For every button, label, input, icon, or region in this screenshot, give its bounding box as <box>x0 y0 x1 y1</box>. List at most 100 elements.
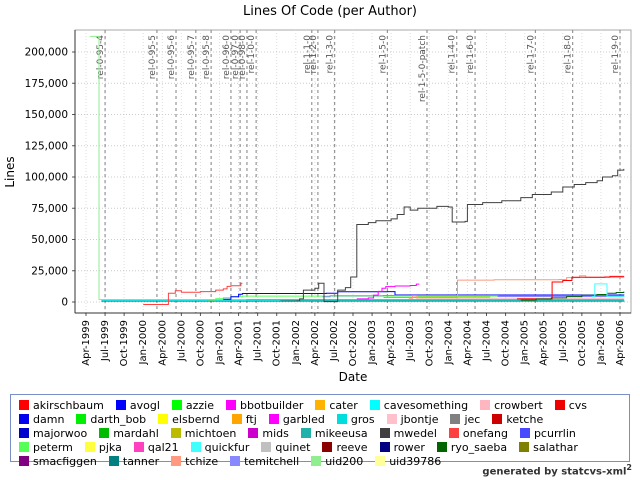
series-akirschbaum <box>517 275 625 300</box>
legend-item-quickfur: quickfur <box>190 440 249 454</box>
generator-credit-text: generated by statcvs-xml <box>482 466 627 478</box>
legend-swatch-icon <box>133 442 144 452</box>
legend-swatch-icon <box>369 400 380 410</box>
legend-author-name: quinet <box>275 440 311 454</box>
x-tick-label: Apr-2000 <box>157 320 168 366</box>
legend-item-akirschbaum: akirschbaum <box>19 398 104 412</box>
legend-item-bbotbuilder: bbotbuilder <box>226 398 303 412</box>
legend-swatch-icon <box>171 456 182 466</box>
legend-swatch-icon <box>170 428 181 438</box>
x-tick-label: Apr-2004 <box>462 320 473 366</box>
legend-item-uid39786: uid39786 <box>375 454 441 468</box>
legend-item-peterm: peterm <box>19 440 73 454</box>
x-tick-label: Oct-2003 <box>424 320 435 366</box>
legend-author-name: qal21 <box>147 440 179 454</box>
legend-swatch-icon <box>448 428 459 438</box>
legend-item-garbled: garbled <box>268 412 325 426</box>
y-tick-label: 75,000 <box>31 203 68 215</box>
legend-item-salathar: salathar <box>519 440 578 454</box>
legend-author-name: avogl <box>129 398 160 412</box>
legend-author-name: mardahl <box>113 426 159 440</box>
y-tick-label: 175,000 <box>25 78 68 90</box>
x-tick-label: Jul-2001 <box>253 320 264 362</box>
legend-swatch-icon <box>19 442 29 452</box>
legend-item-quinet: quinet <box>261 440 310 454</box>
legend-item-mwedel: mwedel <box>379 426 437 440</box>
x-tick-label: Oct-2004 <box>501 320 512 366</box>
legend-author-name: gros <box>350 412 375 426</box>
legend-item-jec: jec <box>450 412 480 426</box>
release-label: rel-0-95-8 <box>202 35 212 79</box>
lines-of-code-chart: Lines Of Code (per Author) Lines Date Ap… <box>3 4 632 384</box>
release-label: rel-0-96-0 <box>222 35 232 79</box>
y-tick-label: 50,000 <box>31 234 68 246</box>
legend-swatch-icon <box>268 414 279 424</box>
release-label: rel-0-97-0 <box>231 35 241 79</box>
x-tick-label: Oct-2002 <box>348 320 359 366</box>
legend-item-crowbert: crowbert <box>480 398 543 412</box>
x-tick-label: Oct-2000 <box>195 320 206 366</box>
legend-item-gros: gros <box>336 412 375 426</box>
legend-swatch-icon <box>480 400 491 410</box>
legend-swatch-icon <box>379 428 390 438</box>
legend-author-name: pcurrlin <box>533 426 576 440</box>
legend-author-name: uid39786 <box>389 454 442 468</box>
legend-item-ryo_saeba: ryo_saeba <box>436 440 507 454</box>
legend-author-name: jec <box>464 412 481 426</box>
series-mwedel <box>280 168 625 303</box>
author-legend: akirschbaum avogl azzie bbotbuilder cater cav… <box>10 394 630 468</box>
x-tick-label: Oct-2005 <box>577 320 588 366</box>
legend-author-name: cvs <box>568 398 588 412</box>
release-label: rel-0-95-4 <box>96 35 106 79</box>
legend-swatch-icon <box>379 442 390 452</box>
legend-item-majorwoo: majorwoo <box>19 426 87 440</box>
legend-author-name: garbled <box>282 412 325 426</box>
legend-item-jbontje: jbontje <box>386 412 438 426</box>
x-tick-label: Jan-2001 <box>215 320 226 365</box>
legend-swatch-icon <box>311 456 322 466</box>
release-label: rel-0-95-5 <box>148 35 158 79</box>
series-temitchell <box>322 295 625 298</box>
plot-area: Apr-1999 Jul-1999 Oct-1999 Jan-2000 Apr-2000… <box>25 29 632 366</box>
legend-swatch-icon <box>231 414 242 424</box>
legend-author-name: mids <box>262 426 289 440</box>
release-label: rel-1-5-0-patch <box>418 35 428 102</box>
legend-item-ketche: ketche <box>492 412 543 426</box>
legend-item-damn: damn <box>19 412 64 426</box>
generator-credit: generated by statcvs-xml2 <box>482 463 632 477</box>
legend-author-name: bbotbuilder <box>240 398 304 412</box>
release-label: rel-1-7-0 <box>526 35 536 74</box>
legend-swatch-icon <box>492 414 503 424</box>
legend-author-name: mikeeusa <box>314 426 368 440</box>
legend-author-name: ftj <box>245 412 257 426</box>
legend-item-qal21: qal21 <box>133 440 179 454</box>
x-tick-label: Apr-2001 <box>234 320 245 366</box>
x-tick-label: Oct-2001 <box>272 320 283 366</box>
legend-author-name: ketche <box>506 412 544 426</box>
x-tick-label: Apr-2005 <box>539 320 550 366</box>
legend-author-name: cater <box>329 398 358 412</box>
y-tick-label: 200,000 <box>25 47 68 59</box>
x-tick-label: Apr-2006 <box>615 320 626 366</box>
legend-item-reeve: reeve <box>322 440 368 454</box>
release-label: rel-1-8-0 <box>564 35 574 74</box>
legend-author-name: damn <box>33 412 65 426</box>
legend-item-mids: mids <box>248 426 289 440</box>
x-tick-label: Apr-2002 <box>310 320 321 366</box>
legend-swatch-icon <box>84 442 95 452</box>
series-tchize <box>408 275 625 299</box>
legend-swatch-icon <box>19 428 29 438</box>
chart-title: Lines Of Code (per Author) <box>243 4 417 19</box>
legend-item-cater: cater <box>315 398 358 412</box>
legend-item-cvs: cvs <box>554 398 588 412</box>
y-tick-label: 125,000 <box>25 140 68 152</box>
y-tick-label: 150,000 <box>25 109 68 121</box>
legend-swatch-icon <box>99 428 110 438</box>
release-label: rel-1-1-0 <box>303 35 313 74</box>
x-tick-label: Jul-2000 <box>176 320 187 362</box>
y-tick-label: 25,000 <box>31 265 68 277</box>
legend-swatch-icon <box>261 442 272 452</box>
x-tick-label: Jul-1999 <box>100 320 111 362</box>
legend-author-name: tanner <box>122 454 160 468</box>
legend-swatch-icon <box>248 428 259 438</box>
